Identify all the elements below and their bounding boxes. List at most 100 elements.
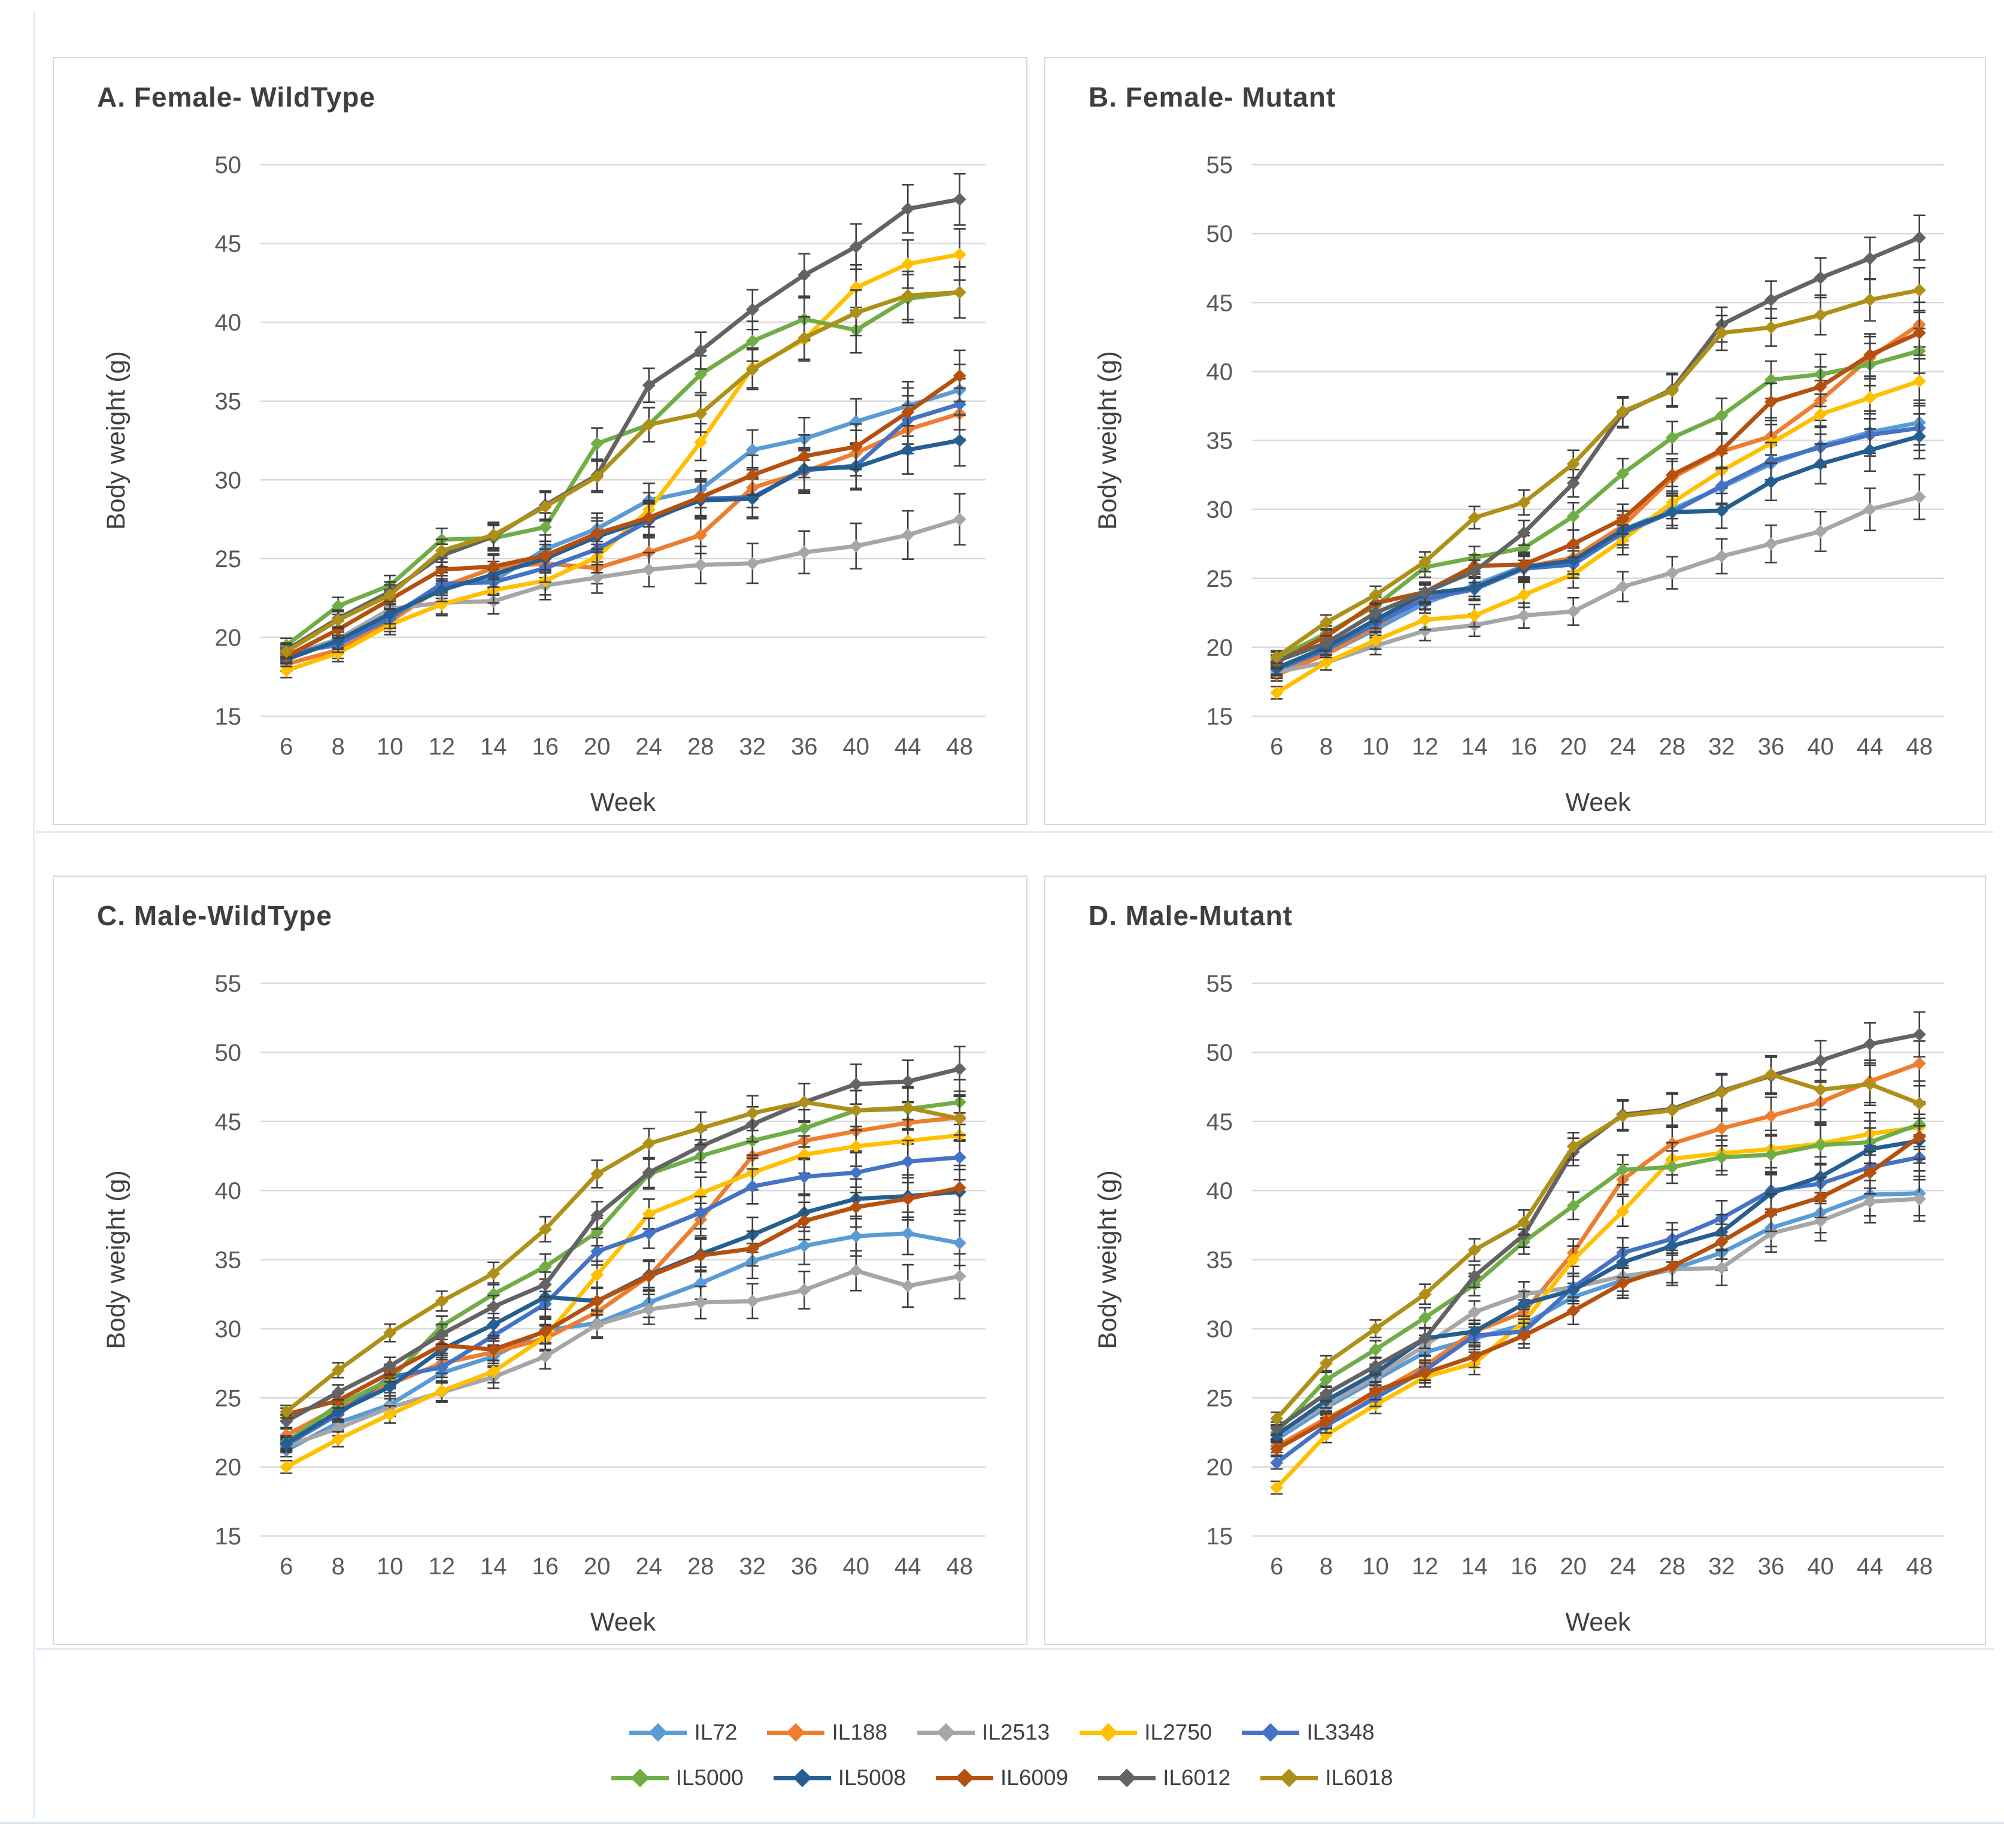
legend-marker-icon <box>1260 1768 1318 1788</box>
series-IL5000 <box>280 1078 966 1449</box>
svg-text:40: 40 <box>843 1553 870 1580</box>
page-bottom-rule <box>0 1822 2004 1824</box>
svg-text:16: 16 <box>532 734 559 760</box>
panel-title: D. Male-Mutant <box>1089 900 1293 931</box>
chart-female-wildtype: 15 20 25 30 35 40 45 50 6 8 10 12 14 16 20 24 28 32 36 40 44… <box>102 152 986 817</box>
series-IL6012 <box>1270 1011 1926 1435</box>
panel-male-wildtype: 15 20 25 30 35 40 45 50 55 6 8 10 12 14 16 20 24 28 32 36 40… <box>53 875 1027 1645</box>
legend-marker-icon <box>917 1723 975 1742</box>
svg-text:48: 48 <box>1906 734 1933 760</box>
legend-label: IL6018 <box>1325 1765 1393 1790</box>
svg-text:20: 20 <box>215 1455 242 1481</box>
svg-text:36: 36 <box>1758 1553 1785 1580</box>
svg-text:45: 45 <box>215 1109 242 1135</box>
panel-female-mutant: 15 20 25 30 35 40 45 50 55 6 8 10 12 14 16 20 24 28 32 36 40… <box>1044 57 1986 825</box>
svg-text:10: 10 <box>377 1553 404 1580</box>
legend-item-il2750: IL2750 <box>1080 1720 1212 1745</box>
panel-title: A. Female- WildType <box>97 81 376 113</box>
legend-row-1: IL72 IL188 IL2513 IL2750 IL3348 <box>629 1720 1375 1745</box>
svg-text:10: 10 <box>377 734 404 760</box>
svg-text:50: 50 <box>215 1040 242 1066</box>
series-IL72 <box>1270 399 1926 678</box>
svg-text:24: 24 <box>1609 1553 1636 1580</box>
legend-row-2: IL5000 IL5008 IL6009 IL6012 IL6018 <box>611 1765 1393 1791</box>
legend-marker-icon <box>935 1768 993 1788</box>
svg-text:32: 32 <box>1708 734 1735 760</box>
svg-text:16: 16 <box>532 1553 559 1580</box>
legend-item-il5000: IL5000 <box>611 1765 744 1791</box>
svg-text:6: 6 <box>280 1553 293 1580</box>
legend-marker-icon <box>773 1768 831 1788</box>
series-IL72 <box>1270 1170 1926 1447</box>
svg-text:24: 24 <box>1609 734 1636 760</box>
svg-text:15: 15 <box>1206 1523 1233 1550</box>
svg-text:Body weight (g): Body weight (g) <box>102 351 131 530</box>
svg-text:25: 25 <box>1206 566 1233 592</box>
svg-text:28: 28 <box>1659 734 1686 760</box>
series-IL6018 <box>280 1082 966 1419</box>
svg-text:40: 40 <box>215 310 242 336</box>
svg-text:40: 40 <box>1206 1178 1233 1204</box>
svg-text:20: 20 <box>215 625 242 651</box>
svg-text:44: 44 <box>895 1553 921 1580</box>
svg-text:16: 16 <box>1511 1553 1538 1580</box>
svg-text:Week: Week <box>590 788 656 817</box>
svg-text:12: 12 <box>1412 1553 1439 1580</box>
svg-text:14: 14 <box>480 1553 507 1580</box>
svg-text:6: 6 <box>1270 1553 1283 1580</box>
svg-text:32: 32 <box>739 734 766 760</box>
svg-text:35: 35 <box>215 1247 242 1274</box>
legend-marker-icon <box>1242 1723 1300 1742</box>
svg-text:6: 6 <box>1270 734 1283 760</box>
svg-text:Week: Week <box>1565 788 1631 817</box>
svg-text:14: 14 <box>1461 734 1488 760</box>
axes: 15 20 25 30 35 40 45 50 6 8 10 12 14 16 20 24 28 32 36 40 44… <box>102 152 986 817</box>
svg-text:36: 36 <box>791 1553 818 1580</box>
legend-item-il188: IL188 <box>767 1720 887 1745</box>
svg-text:20: 20 <box>1560 1553 1587 1580</box>
series-IL3348 <box>1270 1134 1926 1470</box>
svg-text:20: 20 <box>1206 635 1233 661</box>
svg-text:8: 8 <box>332 734 345 760</box>
legend-marker-icon <box>611 1768 669 1788</box>
panel-female-wildtype: 15 20 25 30 35 40 45 50 6 8 10 12 14 16 20 24 28 32 36 40 44… <box>53 57 1027 825</box>
svg-text:25: 25 <box>215 546 242 572</box>
svg-text:24: 24 <box>636 734 663 760</box>
svg-text:8: 8 <box>1320 1553 1333 1580</box>
legend-label: IL6009 <box>1000 1765 1069 1790</box>
svg-text:12: 12 <box>429 1553 456 1580</box>
series-IL188 <box>1270 1040 1926 1453</box>
svg-text:20: 20 <box>1560 734 1587 760</box>
figure-legend: IL72 IL188 IL2513 IL2750 IL3348 IL5000 IL5008 I… <box>0 1720 2004 1791</box>
svg-text:32: 32 <box>739 1553 766 1580</box>
svg-text:30: 30 <box>1206 1316 1233 1343</box>
series-IL6018 <box>1270 266 1926 664</box>
row-divider-bottom <box>36 1648 1994 1650</box>
svg-text:40: 40 <box>215 1178 242 1204</box>
svg-text:40: 40 <box>1807 734 1834 760</box>
axes: 15 20 25 30 35 40 45 50 55 6 8 10 12 14 16 20 24 28 32 36 40… <box>102 971 986 1637</box>
svg-text:15: 15 <box>215 704 242 730</box>
svg-text:20: 20 <box>1206 1455 1233 1481</box>
svg-text:10: 10 <box>1362 1553 1389 1580</box>
svg-text:14: 14 <box>1461 1553 1488 1580</box>
svg-text:28: 28 <box>687 734 714 760</box>
axes: 15 20 25 30 35 40 45 50 55 6 8 10 12 14 16 20 24 28 32 36 40… <box>1093 971 1944 1637</box>
svg-text:55: 55 <box>1206 971 1233 997</box>
legend-marker-icon <box>1098 1768 1156 1788</box>
row-divider-top <box>36 831 1994 833</box>
svg-text:48: 48 <box>947 1553 974 1580</box>
svg-text:25: 25 <box>215 1385 242 1411</box>
legend-label: IL2750 <box>1144 1720 1212 1744</box>
legend-marker-icon <box>767 1723 825 1742</box>
svg-text:35: 35 <box>1206 1247 1233 1274</box>
svg-text:Body weight (g): Body weight (g) <box>102 1170 131 1349</box>
legend-item-il5008: IL5008 <box>773 1765 906 1791</box>
legend-marker-icon <box>629 1723 687 1742</box>
svg-text:48: 48 <box>1906 1553 1933 1580</box>
svg-text:44: 44 <box>1857 1553 1884 1580</box>
page-left-rule <box>33 11 35 1818</box>
svg-text:40: 40 <box>843 734 870 760</box>
legend-label: IL72 <box>694 1720 738 1744</box>
svg-text:40: 40 <box>1807 1553 1834 1580</box>
